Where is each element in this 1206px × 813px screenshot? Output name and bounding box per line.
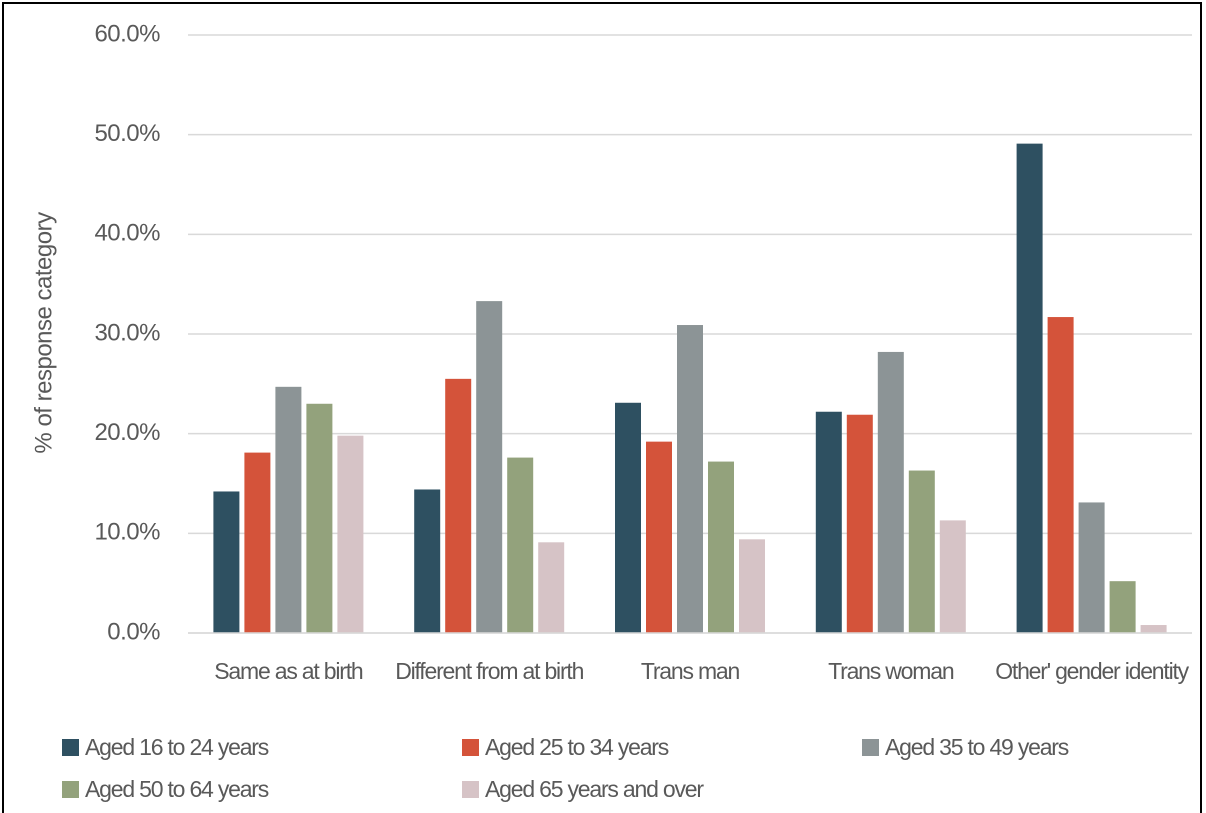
bar	[615, 402, 641, 633]
bar	[846, 414, 873, 633]
legend-item: Aged 35 to 49 years	[862, 732, 1069, 762]
bar	[244, 452, 271, 633]
bar	[538, 542, 565, 633]
bar	[414, 489, 441, 633]
bar	[739, 539, 765, 633]
legend-swatch	[462, 780, 479, 798]
legend-item: Aged 25 to 34 years	[462, 732, 669, 762]
bar	[708, 461, 734, 633]
y-tick-label: 30.0%	[94, 319, 160, 346]
legend-label: Aged 25 to 34 years	[485, 733, 669, 760]
legend-item: Aged 65 years and over	[462, 774, 704, 804]
x-tick-label: Other' gender identity	[995, 658, 1189, 684]
y-tick-label: 40.0%	[94, 220, 160, 247]
legend-label: Aged 16 to 24 years	[85, 733, 269, 760]
y-axis-label: % of response category	[30, 212, 57, 454]
bar	[877, 351, 904, 633]
legend-swatch	[62, 780, 79, 798]
legend-item: Aged 50 to 64 years	[62, 774, 269, 804]
bar	[1109, 581, 1136, 633]
legend-swatch	[862, 738, 879, 756]
bar	[213, 491, 240, 633]
legend-label: Aged 35 to 49 years	[885, 733, 1069, 760]
x-tick-label: Same as at birth	[214, 658, 363, 684]
y-tick-label: 50.0%	[94, 120, 160, 147]
bar	[1047, 317, 1074, 633]
bar	[1078, 502, 1105, 633]
bar	[275, 386, 302, 633]
x-tick-label: Trans woman	[828, 658, 954, 684]
y-tick-label: 20.0%	[94, 419, 160, 446]
bar	[1016, 143, 1043, 634]
legend-swatch	[62, 738, 79, 756]
x-tick-label: Trans man	[640, 658, 740, 684]
bar	[1140, 625, 1167, 633]
bar	[939, 520, 966, 633]
bar	[646, 441, 672, 633]
legend-swatch	[462, 738, 479, 756]
y-tick-label: 60.0%	[94, 20, 160, 47]
y-tick-label: 0.0%	[107, 618, 160, 645]
bar	[507, 457, 534, 633]
bar	[445, 378, 472, 633]
bar	[306, 403, 333, 633]
legend-label: Aged 50 to 64 years	[85, 775, 269, 802]
x-tick-label: Different from at birth	[395, 658, 584, 684]
bar	[908, 470, 935, 633]
legend-item: Aged 16 to 24 years	[62, 732, 269, 762]
bar	[677, 325, 703, 633]
y-tick-label: 10.0%	[94, 519, 160, 546]
bar	[476, 301, 503, 633]
bar	[815, 411, 842, 633]
bar	[337, 435, 364, 633]
legend-label: Aged 65 years and over	[485, 775, 704, 802]
